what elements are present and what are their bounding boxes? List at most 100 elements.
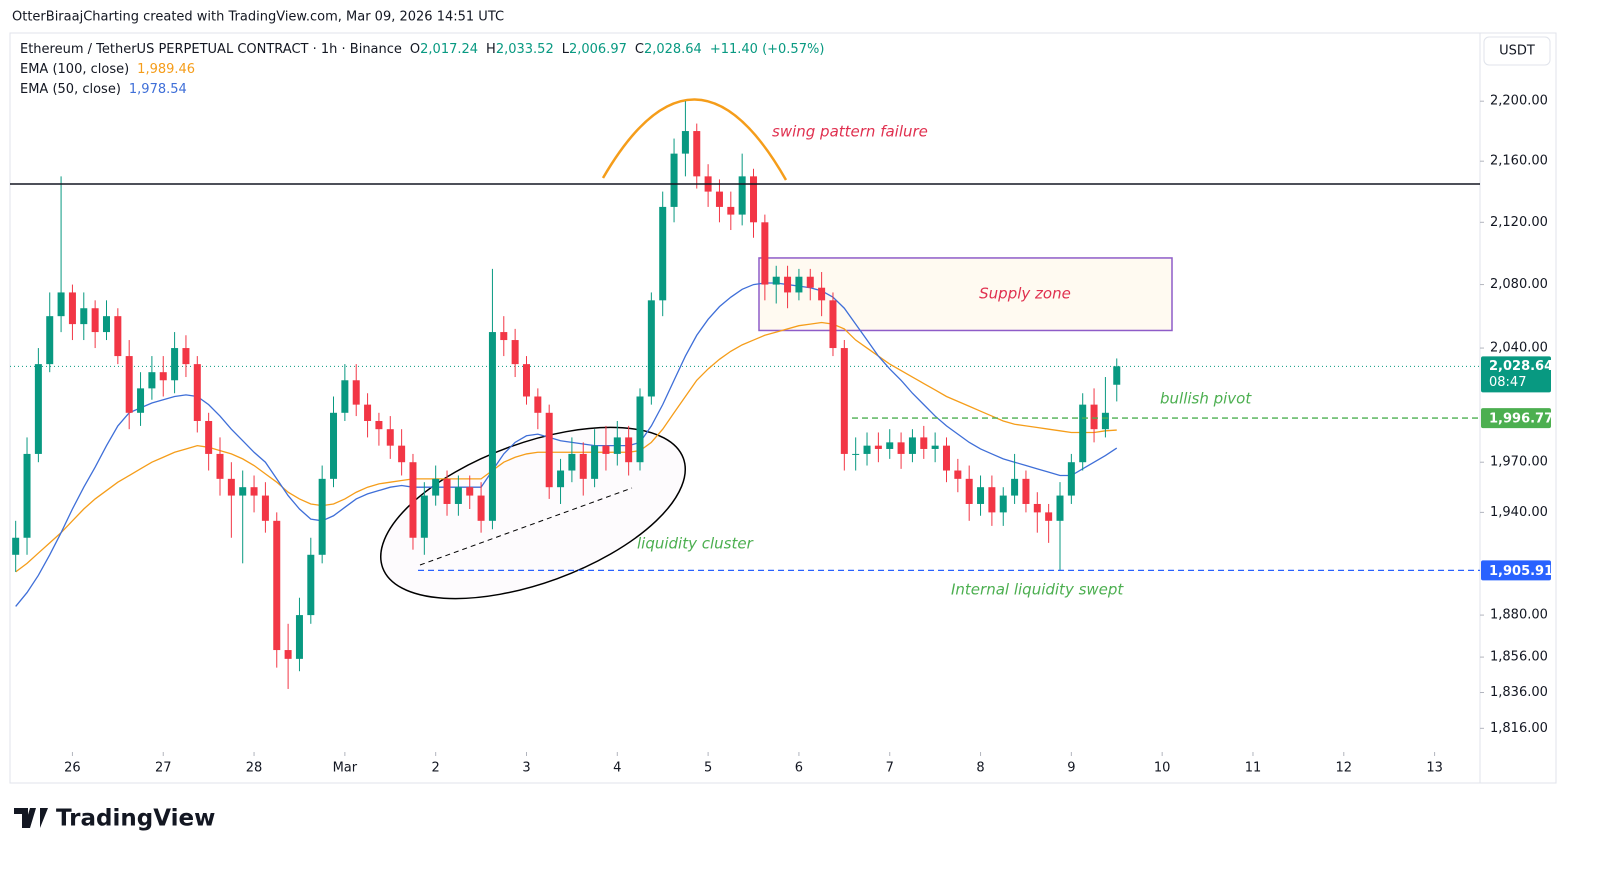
y-tick-label: 1,856.00 bbox=[1490, 650, 1548, 665]
candle-body bbox=[23, 453, 31, 538]
candle-body bbox=[1011, 478, 1019, 496]
candle-body bbox=[330, 412, 338, 479]
x-tick-label: Mar bbox=[333, 761, 358, 776]
x-tick-label: 9 bbox=[1067, 761, 1075, 776]
candle-body bbox=[295, 615, 303, 659]
candle-body bbox=[659, 206, 667, 301]
candle-body bbox=[534, 396, 542, 413]
candle-body bbox=[511, 340, 519, 365]
currency[interactable]: USDT bbox=[1499, 44, 1535, 59]
candle-body bbox=[602, 445, 610, 454]
x-tick-label: 11 bbox=[1245, 761, 1262, 776]
ohlc-value: 2,017.24 bbox=[420, 42, 478, 57]
candle-body bbox=[806, 276, 814, 288]
candle-body bbox=[568, 453, 576, 471]
change: +11.40 (+0.57%) bbox=[710, 42, 825, 57]
candle-body bbox=[522, 364, 530, 397]
candle-body bbox=[988, 487, 996, 513]
legend-name: EMA (50, close) bbox=[20, 82, 121, 97]
candle-body bbox=[466, 487, 474, 496]
candle-body bbox=[500, 332, 508, 341]
annotation: liquidity cluster bbox=[637, 535, 754, 553]
annotation: Internal liquidity swept bbox=[951, 581, 1124, 599]
candle-body bbox=[772, 276, 780, 285]
x-tick-label: 8 bbox=[976, 761, 984, 776]
candle-body bbox=[670, 153, 678, 207]
level-tag-label: 1,905.91 bbox=[1489, 564, 1553, 579]
candle-body bbox=[80, 308, 88, 325]
candle-body bbox=[205, 420, 213, 454]
x-tick-label: 27 bbox=[155, 761, 172, 776]
candle-body bbox=[818, 287, 826, 301]
candle-body bbox=[341, 380, 349, 413]
candle-body bbox=[999, 495, 1007, 513]
y-tick-label: 1,970.00 bbox=[1490, 455, 1548, 470]
legend-entry: EMA (50, close) 1,978.54 bbox=[20, 82, 187, 97]
level-tag bbox=[1481, 560, 1551, 581]
candle-body bbox=[68, 292, 76, 325]
candle-body bbox=[977, 487, 985, 504]
candle-body bbox=[216, 453, 224, 479]
candle-body bbox=[273, 520, 281, 651]
candle-body bbox=[227, 478, 235, 496]
candle-body bbox=[931, 445, 939, 449]
candle-body bbox=[239, 487, 247, 496]
logo-mark bbox=[14, 808, 48, 828]
candle-body bbox=[454, 487, 462, 504]
candle-body bbox=[57, 292, 65, 317]
x-tick-label: 2 bbox=[432, 761, 440, 776]
candle-body bbox=[193, 364, 201, 421]
candle-body bbox=[863, 445, 871, 454]
y-tick-label: 2,160.00 bbox=[1490, 154, 1548, 169]
candle-body bbox=[613, 437, 621, 454]
ohlc-value: 2,028.64 bbox=[644, 42, 702, 57]
x-tick-label: 12 bbox=[1336, 761, 1353, 776]
candle-body bbox=[284, 650, 292, 659]
candle-body bbox=[261, 495, 269, 521]
candle-body bbox=[386, 429, 394, 446]
candle-body bbox=[784, 276, 792, 293]
y-tick-label: 1,816.00 bbox=[1490, 721, 1548, 736]
candle-body bbox=[171, 348, 179, 381]
x-tick-label: 4 bbox=[613, 761, 621, 776]
candle-body bbox=[114, 316, 122, 357]
candle-body bbox=[102, 316, 110, 333]
x-tick-label: 10 bbox=[1154, 761, 1171, 776]
currency-button[interactable] bbox=[1483, 36, 1551, 66]
candle-body bbox=[148, 372, 156, 389]
credit: OtterBiraajCharting created with Trading… bbox=[12, 10, 504, 25]
candle-body bbox=[591, 445, 599, 479]
x-tick-label: 28 bbox=[246, 761, 263, 776]
candle-body bbox=[398, 445, 406, 463]
candle-body bbox=[681, 131, 689, 154]
candle-body bbox=[318, 478, 326, 555]
candle-body bbox=[761, 222, 769, 285]
y-tick-label: 2,200.00 bbox=[1490, 94, 1548, 109]
price-tag-label: 2,028.64 bbox=[1489, 359, 1553, 374]
candle-body bbox=[738, 176, 746, 215]
candle-body bbox=[852, 453, 860, 455]
candle-body bbox=[647, 300, 655, 397]
candle-body bbox=[1113, 366, 1121, 385]
candle-body bbox=[727, 206, 735, 215]
x-tick-label: 6 bbox=[795, 761, 803, 776]
candle-body bbox=[965, 478, 973, 504]
cluster-ellipse bbox=[380, 426, 686, 600]
x-tick-label: 13 bbox=[1426, 761, 1443, 776]
candle-body bbox=[137, 388, 145, 413]
arc-drawing bbox=[601, 98, 788, 181]
candle-body bbox=[1056, 495, 1064, 521]
candle-body bbox=[488, 332, 496, 521]
price-tag bbox=[1481, 356, 1551, 393]
candle-body bbox=[420, 495, 428, 538]
ohlc-letter: C bbox=[635, 42, 644, 57]
candle-body bbox=[829, 300, 837, 349]
supply-zone-label: Supply zone bbox=[979, 285, 1071, 303]
candle-body bbox=[409, 462, 417, 538]
legend-entry: EMA (100, close) 1,989.46 bbox=[20, 62, 195, 77]
candle-body bbox=[545, 412, 553, 488]
chart-frame bbox=[9, 32, 1557, 784]
candle-body bbox=[364, 404, 372, 421]
